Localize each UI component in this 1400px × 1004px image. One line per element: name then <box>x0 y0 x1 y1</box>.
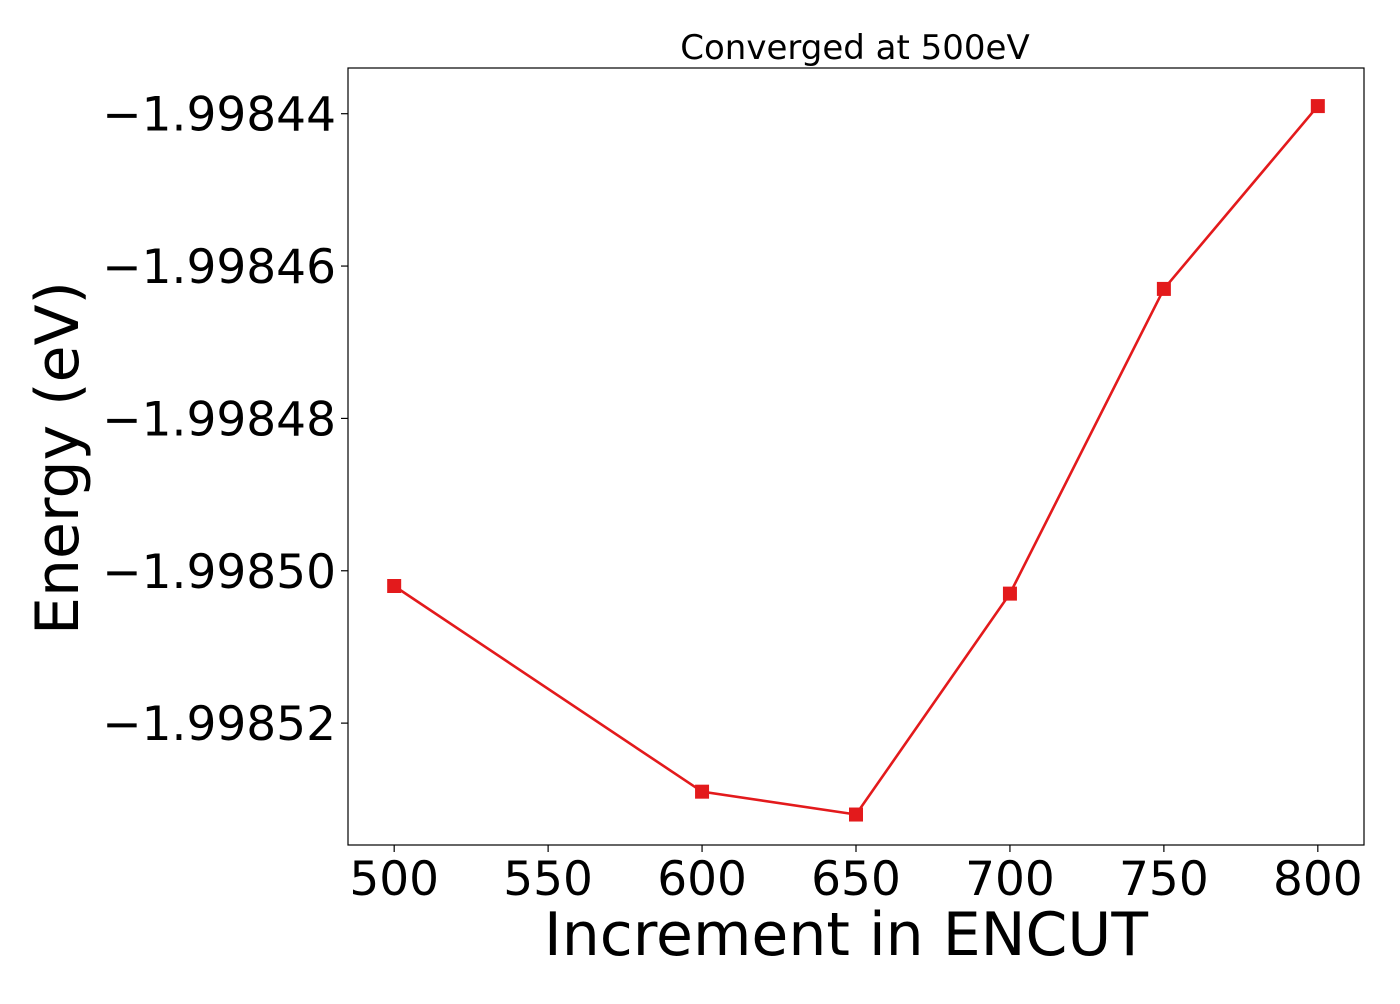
series-layer <box>387 99 1325 822</box>
x-axis-title: Increment in ENCUT <box>544 900 1148 970</box>
x-tick-label: 550 <box>503 852 593 907</box>
y-axis-title: Energy (eV) <box>23 281 93 635</box>
x-tick-label: 750 <box>1119 852 1209 907</box>
y-tick-label: −1.99850 <box>102 545 336 600</box>
chart-title: Converged at 500eV <box>680 28 1029 68</box>
plot-frame <box>347 67 1365 846</box>
x-tick-label: 500 <box>349 852 439 907</box>
x-axis: 500 550 600 650 700 750 800 <box>349 845 1363 907</box>
y-tick-label: −1.99852 <box>102 697 336 752</box>
x-tick-label: 650 <box>811 852 901 907</box>
data-point-marker <box>1310 99 1325 114</box>
x-tick-label: 700 <box>965 852 1055 907</box>
y-tick-label: −1.99848 <box>102 392 336 447</box>
x-tick-label: 800 <box>1273 852 1363 907</box>
plot-area: 500 550 600 650 700 750 800 −1.99844−1.99846−1… <box>102 67 1365 907</box>
y-axis: −1.99844 −1.99846 −1.99848 −1.99850 −1.99852 <box>102 88 348 752</box>
y-tick-label: −1.99844 <box>102 88 336 143</box>
data-point-marker <box>695 784 710 799</box>
data-point-marker <box>1002 586 1017 601</box>
data-point-marker <box>849 807 863 822</box>
x-tick-label: 600 <box>657 852 747 907</box>
data-point-marker <box>1156 281 1171 296</box>
series-line <box>393 105 1319 816</box>
data-point-marker <box>387 579 402 593</box>
y-tick-label: −1.99846 <box>102 240 336 295</box>
